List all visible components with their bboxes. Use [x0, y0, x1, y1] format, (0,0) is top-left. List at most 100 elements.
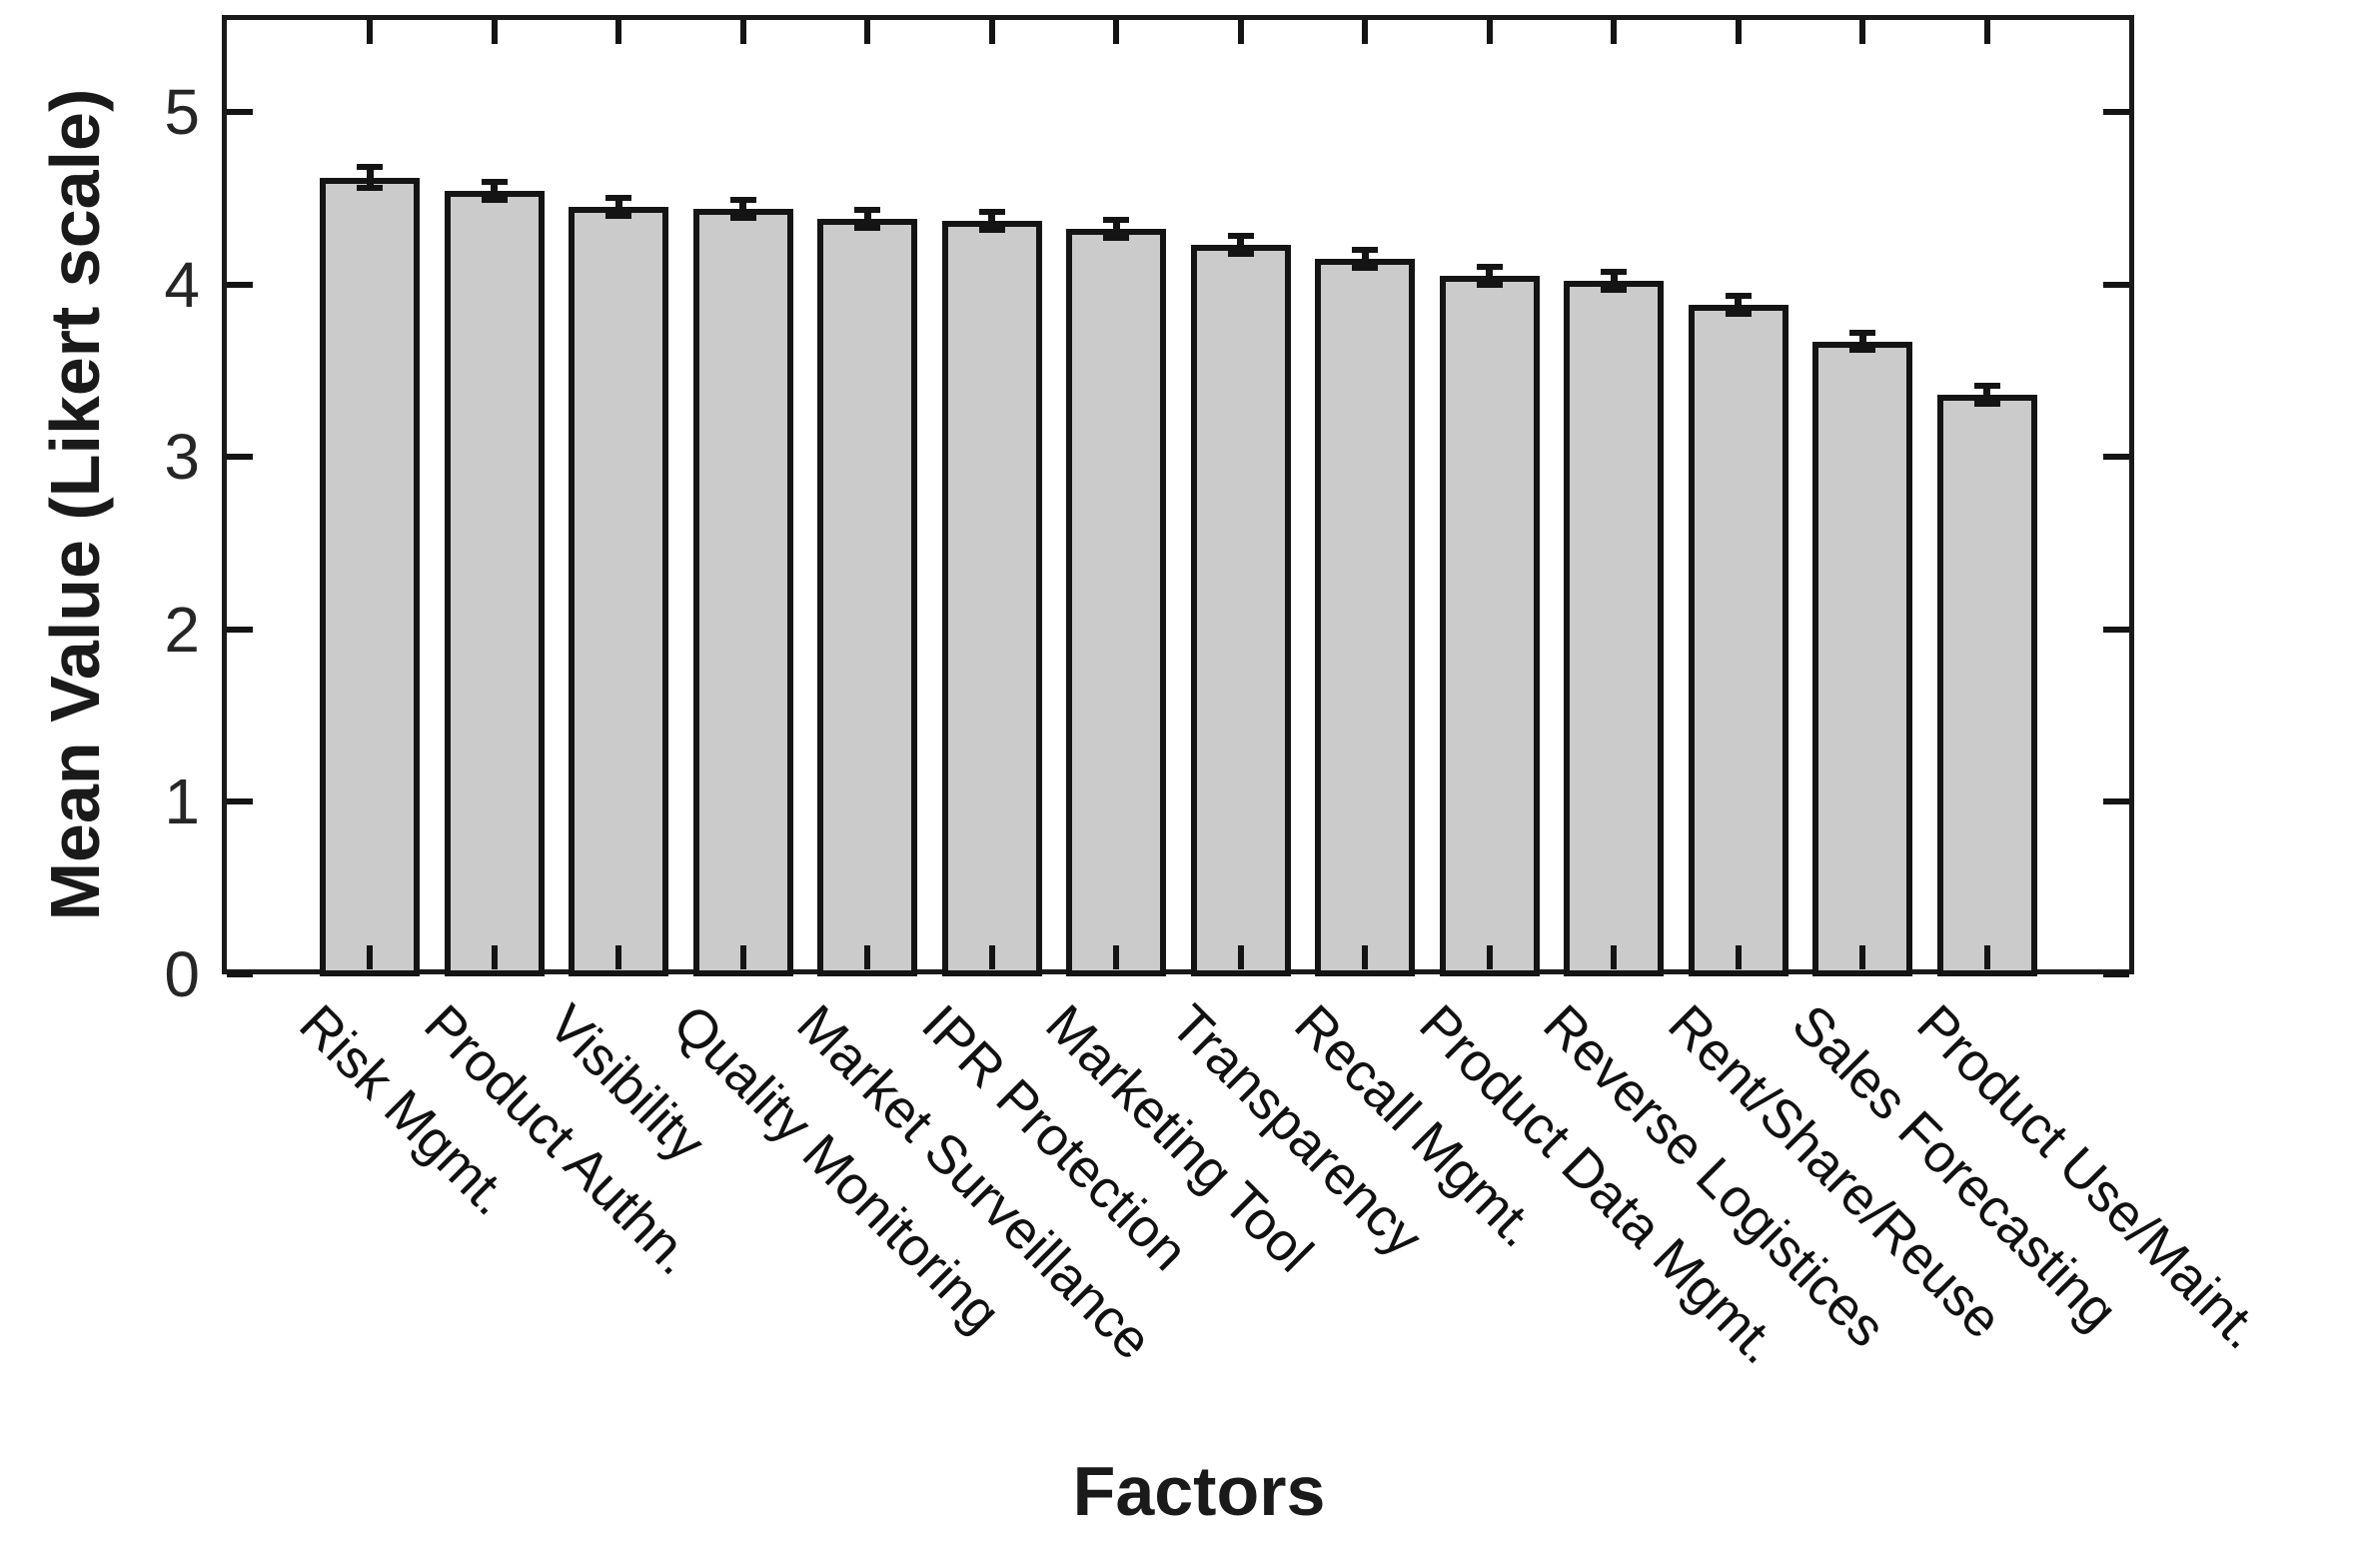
- bar-error-line: [988, 213, 995, 228]
- x-tick-top: [615, 20, 621, 44]
- x-tick-top: [1735, 20, 1742, 44]
- x-tick-top: [1237, 20, 1244, 44]
- bar-error-cap-top: [1352, 246, 1378, 253]
- x-tick-bottom: [1237, 945, 1244, 969]
- bar-error-cap-bottom: [1476, 281, 1503, 288]
- x-tick-top: [1113, 20, 1119, 44]
- bar: [1190, 244, 1291, 976]
- y-tick-label: 5: [164, 76, 200, 148]
- bar: [569, 206, 668, 976]
- bar-error-cap-top: [1973, 383, 2000, 390]
- x-tick-top: [988, 20, 995, 44]
- x-tick-bottom: [1611, 945, 1617, 969]
- x-tick-top: [1859, 20, 1865, 44]
- bar-error-line: [614, 200, 622, 214]
- x-tick-bottom: [1362, 945, 1368, 969]
- bar-error-cap-bottom: [854, 224, 880, 231]
- x-tick-bottom: [367, 945, 373, 969]
- y-tick-left: [227, 109, 253, 115]
- x-tick-bottom: [1735, 945, 1742, 969]
- y-tick-left: [227, 798, 253, 805]
- bar-error-line: [1486, 269, 1493, 283]
- y-tick-right: [2103, 971, 2129, 977]
- y-tick-left: [227, 281, 253, 288]
- bar-error-cap-top: [1476, 264, 1503, 271]
- bar: [1936, 395, 2037, 976]
- x-tick-bottom: [864, 945, 870, 969]
- bar-error-cap-bottom: [1849, 347, 1875, 354]
- bar: [1439, 275, 1540, 976]
- bar: [1564, 281, 1664, 976]
- y-tick-left: [227, 626, 253, 633]
- bar-error-line: [1858, 334, 1866, 349]
- bar: [320, 177, 420, 976]
- bar-error-cap-top: [1103, 217, 1129, 224]
- bar-error-line: [1983, 388, 1990, 402]
- bar: [1812, 341, 1912, 976]
- bar: [1688, 305, 1788, 976]
- bar: [692, 208, 793, 976]
- bar-error-cap-bottom: [1103, 235, 1129, 242]
- x-tick-top: [491, 20, 498, 44]
- bar: [817, 219, 917, 976]
- bar-error-cap-top: [605, 195, 631, 202]
- y-tick-label: 3: [164, 421, 200, 494]
- y-tick-label: 0: [164, 938, 200, 1010]
- bar-error-cap-top: [1849, 329, 1875, 336]
- bar-error-cap-bottom: [1227, 250, 1254, 257]
- y-tick-left: [227, 971, 253, 977]
- y-tick-left: [227, 454, 253, 461]
- bar-error-cap-top: [357, 163, 383, 170]
- bar-error-cap-bottom: [1973, 400, 2000, 407]
- y-tick-right: [2103, 109, 2129, 115]
- bar-error-cap-bottom: [481, 197, 508, 204]
- x-tick-bottom: [615, 945, 621, 969]
- bar-error-cap-top: [729, 196, 756, 203]
- x-tick-top: [1611, 20, 1617, 44]
- y-tick-label: 1: [164, 766, 200, 838]
- bar-error-cap-bottom: [978, 226, 1005, 233]
- bar-error-cap-bottom: [605, 212, 631, 219]
- x-tick-bottom: [1859, 945, 1865, 969]
- x-tick-bottom: [988, 945, 995, 969]
- bar-error-cap-bottom: [1352, 264, 1378, 271]
- x-tick-top: [1983, 20, 1990, 44]
- bar-error-cap-bottom: [729, 214, 756, 221]
- bar-error-line: [739, 201, 746, 216]
- bar-error-line: [1610, 274, 1618, 289]
- bar-error-line: [1112, 222, 1120, 237]
- x-tick-bottom: [1113, 945, 1119, 969]
- y-axis-title: Mean Value (Likert scale): [36, 88, 114, 921]
- x-tick-top: [739, 20, 746, 44]
- bar: [444, 191, 545, 976]
- bar-error-line: [1735, 298, 1742, 313]
- x-tick-bottom: [491, 945, 498, 969]
- bar-error-cap-top: [481, 179, 508, 186]
- x-axis-title: Factors: [1072, 1452, 1326, 1530]
- x-tick-top: [1362, 20, 1368, 44]
- bar-error-line: [863, 212, 871, 226]
- y-tick-label: 2: [164, 593, 200, 666]
- bar-error-cap-bottom: [1601, 287, 1627, 294]
- bar: [1066, 229, 1166, 976]
- bar-error-line: [1361, 251, 1369, 266]
- x-tick-top: [1486, 20, 1493, 44]
- bar-error-line: [491, 184, 498, 199]
- bar-error-cap-bottom: [357, 185, 383, 192]
- bar-error-cap-top: [1725, 293, 1752, 300]
- y-tick-right: [2103, 626, 2129, 633]
- bar-error-cap-top: [1227, 232, 1254, 239]
- bar-error-line: [1237, 237, 1244, 252]
- x-tick-bottom: [1486, 945, 1493, 969]
- bar-error-cap-top: [978, 208, 1005, 215]
- x-tick-top: [864, 20, 870, 44]
- y-tick-label: 4: [164, 248, 200, 321]
- bar: [1315, 258, 1415, 976]
- bar: [941, 220, 1042, 976]
- y-tick-right: [2103, 798, 2129, 805]
- x-tick-bottom: [739, 945, 746, 969]
- y-tick-right: [2103, 454, 2129, 461]
- bar-error-line: [366, 168, 374, 187]
- x-tick-top: [367, 20, 373, 44]
